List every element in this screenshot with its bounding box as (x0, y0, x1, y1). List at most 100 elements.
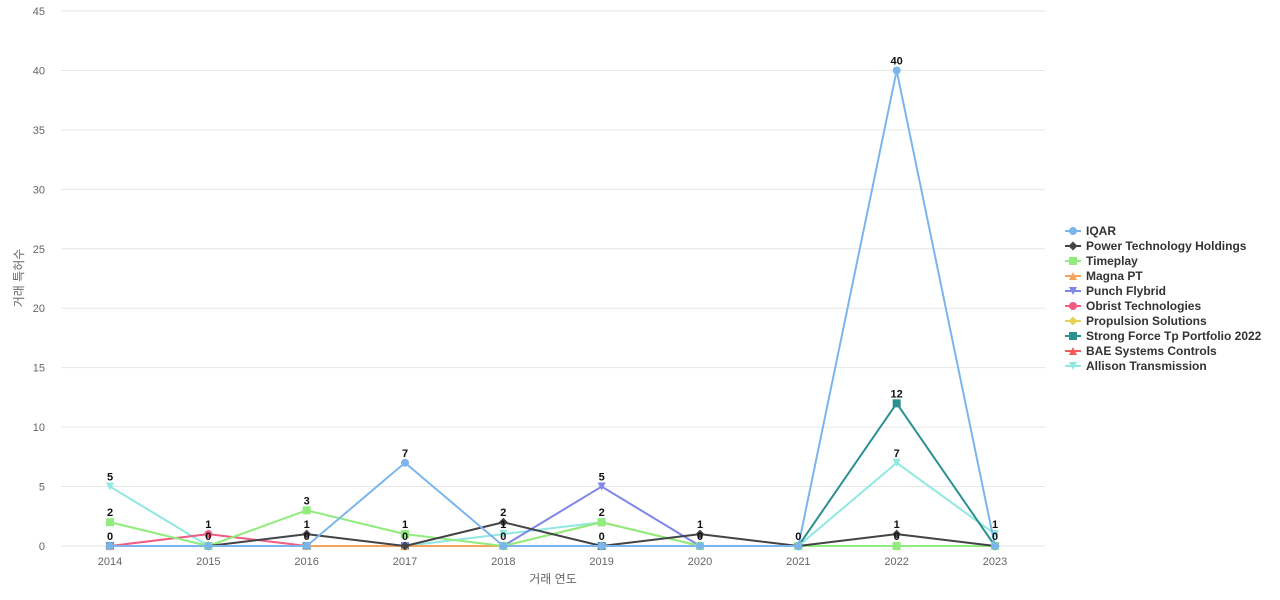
data-label-punch-flybrid-2019: 5 (599, 472, 605, 484)
data-label-power-technology-holdings-2015: 0 (205, 531, 211, 543)
y-tick-label-30: 30 (33, 184, 45, 196)
legend-marker-allison-transmission (1069, 362, 1077, 370)
data-point-obrist-technologies-2015[interactable] (204, 530, 213, 539)
series-line-obrist-technologies (109, 533, 996, 547)
x-tick-label-2014: 2014 (98, 556, 122, 568)
data-point-timeplay-2016[interactable] (302, 506, 311, 515)
data-label-iqar-2020: 0 (697, 531, 703, 543)
data-point-iqar-2019[interactable] (597, 542, 606, 550)
y-tick-label-35: 35 (33, 125, 45, 137)
data-point-timeplay-2022[interactable] (892, 542, 901, 550)
y-tick-label-20: 20 (33, 303, 45, 315)
legend-label-strong-force-tp-portfolio-2022: Strong Force Tp Portfolio 2022 (1086, 329, 1262, 343)
data-label-power-technology-holdings-2016: 1 (304, 519, 310, 531)
data-point-allison-transmission-2022[interactable] (892, 458, 901, 467)
data-point-strong-force-tp-portfolio-2022-2022[interactable] (892, 399, 901, 408)
data-label-iqar-2016: 0 (304, 531, 310, 543)
legend-item-magna-pt[interactable]: Magna PT (1065, 269, 1143, 283)
series-punch-flybrid (106, 482, 999, 550)
legend-marker-magna-pt (1069, 272, 1077, 280)
data-point-allison-transmission-2018[interactable] (499, 530, 508, 539)
data-point-iqar-2020[interactable] (696, 542, 704, 550)
series-line-power-technology-holdings (109, 521, 996, 547)
data-point-iqar-2021[interactable] (794, 542, 803, 550)
data-point-iqar-2015[interactable] (204, 542, 213, 550)
data-point-iqar-2022[interactable] (892, 66, 901, 75)
legend-item-iqar[interactable]: IQAR (1065, 224, 1116, 238)
x-tick-label-2020: 2020 (688, 556, 712, 568)
legend-marker-propulsion-solutions (1068, 316, 1078, 326)
data-label-power-technology-holdings-2018: 2 (500, 507, 506, 519)
legend-item-strong-force-tp-portfolio-2022[interactable]: Strong Force Tp Portfolio 2022 (1065, 329, 1262, 343)
data-point-iqar-2016[interactable] (302, 542, 311, 550)
legend-label-propulsion-solutions: Propulsion Solutions (1086, 314, 1207, 328)
data-label-timeplay-2019: 2 (599, 507, 605, 519)
data-label-iqar-2017: 7 (402, 448, 408, 460)
y-tick-label-0: 0 (39, 541, 45, 553)
legend-marker-iqar (1069, 227, 1077, 235)
x-tick-label-2018: 2018 (491, 556, 515, 568)
y-axis-title: 거래 특허수 (12, 249, 26, 308)
x-tick-label-2016: 2016 (294, 556, 318, 568)
data-point-punch-flybrid-2019[interactable] (597, 482, 606, 491)
data-label-power-technology-holdings-2020: 1 (697, 519, 703, 531)
data-label-iqar-2022: 40 (891, 55, 903, 67)
legend-item-power-technology-holdings[interactable]: Power Technology Holdings (1065, 239, 1247, 253)
y-tick-label-15: 15 (33, 363, 45, 375)
data-label-iqar-2018: 0 (500, 531, 506, 543)
legend-label-obrist-technologies: Obrist Technologies (1086, 299, 1201, 313)
data-point-timeplay-2017[interactable] (401, 530, 409, 539)
data-label-strong-force-tp-portfolio-2022-2022: 12 (891, 388, 903, 400)
x-tick-label-2017: 2017 (393, 556, 417, 568)
data-label-power-technology-holdings-2017: 0 (402, 531, 408, 543)
data-label-power-technology-holdings-2014: 0 (107, 531, 113, 543)
legend-marker-strong-force-tp-portfolio-2022 (1069, 332, 1077, 340)
data-point-power-technology-holdings-2022[interactable] (892, 529, 902, 539)
series-allison-transmission (106, 458, 999, 550)
data-point-iqar-2014[interactable] (106, 542, 114, 550)
legend-label-timeplay: Timeplay (1086, 254, 1138, 268)
data-label-allison-transmission-2023: 1 (992, 519, 998, 531)
data-point-iqar-2023[interactable] (991, 542, 999, 550)
data-point-power-technology-holdings-2018[interactable] (498, 517, 508, 527)
legend-label-magna-pt: Magna PT (1086, 269, 1143, 283)
data-point-timeplay-2014[interactable] (106, 518, 114, 527)
legend-item-timeplay[interactable]: Timeplay (1065, 254, 1138, 268)
legend-item-punch-flybrid[interactable]: Punch Flybrid (1065, 284, 1166, 298)
series-lines (105, 66, 1000, 551)
data-point-iqar-2018[interactable] (499, 542, 508, 550)
data-label-allison-transmission-2018: 1 (500, 519, 506, 531)
data-point-iqar-2017[interactable] (401, 458, 409, 467)
x-axis-title: 거래 연도 (529, 572, 577, 586)
data-label-iqar-2021: 0 (795, 531, 801, 543)
x-tick-label-2015: 2015 (196, 556, 220, 568)
legend-marker-timeplay (1069, 257, 1077, 265)
data-label-allison-transmission-2022: 7 (894, 448, 900, 460)
data-label-allison-transmission-2014: 5 (107, 472, 113, 484)
legend-marker-bae-systems-controls (1069, 347, 1077, 355)
data-point-allison-transmission-2014[interactable] (106, 482, 114, 491)
data-point-timeplay-2019[interactable] (597, 518, 606, 527)
legend-label-power-technology-holdings: Power Technology Holdings (1086, 239, 1247, 253)
legend-item-bae-systems-controls[interactable]: BAE Systems Controls (1065, 344, 1217, 358)
data-label-timeplay-2016: 3 (304, 495, 310, 507)
legend-item-obrist-technologies[interactable]: Obrist Technologies (1065, 299, 1201, 313)
data-point-power-technology-holdings-2020[interactable] (695, 529, 705, 539)
data-point-power-technology-holdings-2017[interactable] (400, 541, 410, 551)
x-tick-label-2022: 2022 (884, 556, 908, 568)
y-tick-label-40: 40 (33, 65, 45, 77)
legend-item-allison-transmission[interactable]: Allison Transmission (1065, 359, 1207, 373)
data-point-power-technology-holdings-2016[interactable] (302, 529, 312, 539)
data-label-obrist-technologies-2015: 1 (205, 519, 211, 531)
y-tick-label-45: 45 (33, 6, 45, 18)
data-label-timeplay-2017: 1 (402, 519, 408, 531)
y-tick-label-25: 25 (33, 244, 45, 256)
series-line-punch-flybrid (109, 485, 996, 547)
legend-item-propulsion-solutions[interactable]: Propulsion Solutions (1065, 314, 1207, 328)
x-tick-label-2019: 2019 (589, 556, 613, 568)
legend-label-allison-transmission: Allison Transmission (1086, 359, 1207, 373)
y-axis-ticks: 0 5 10 15 20 25 30 35 40 45 (33, 6, 45, 553)
legend-marker-obrist-technologies (1069, 302, 1077, 310)
series-line-strong-force-tp-portfolio-2022 (109, 402, 996, 547)
